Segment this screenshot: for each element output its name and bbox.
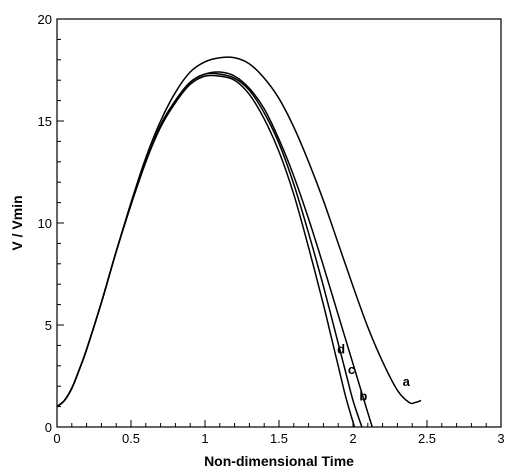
x-axis-title: Non-dimensional Time xyxy=(204,453,354,468)
x-tick-label: 2 xyxy=(349,431,356,446)
x-tick-label: 0 xyxy=(53,431,60,446)
tick-labels: 0 0.5 1 1.5 2 2.5 3 0 5 10 15 20 xyxy=(38,12,505,446)
curve-d xyxy=(56,74,356,428)
curve-a xyxy=(56,56,422,408)
x-tick-label: 3 xyxy=(497,431,504,446)
y-axis-title: V / Vmin xyxy=(9,195,25,250)
curve-c xyxy=(56,72,363,428)
y-tick-label: 5 xyxy=(45,318,52,333)
x-tick-label: 2.5 xyxy=(418,431,436,446)
x-tick-label: 1 xyxy=(201,431,208,446)
y-tick-label: 15 xyxy=(38,114,52,129)
plot-frame xyxy=(56,18,502,428)
curve-b xyxy=(56,71,373,428)
y-tick-label: 0 xyxy=(45,420,52,435)
curve-label-d: d xyxy=(337,342,345,357)
curve-label-c: c xyxy=(348,362,355,377)
y-tick-label: 10 xyxy=(38,216,52,231)
axis-ticks xyxy=(56,18,502,428)
x-tick-label: 1.5 xyxy=(270,431,288,446)
curve-labels: a bcd xyxy=(337,342,410,404)
curve-label-b: b xyxy=(359,388,367,403)
data-curves xyxy=(56,56,422,428)
y-tick-label: 20 xyxy=(38,12,52,27)
curve-label-a: a xyxy=(403,374,411,389)
x-tick-label: 0.5 xyxy=(122,431,140,446)
